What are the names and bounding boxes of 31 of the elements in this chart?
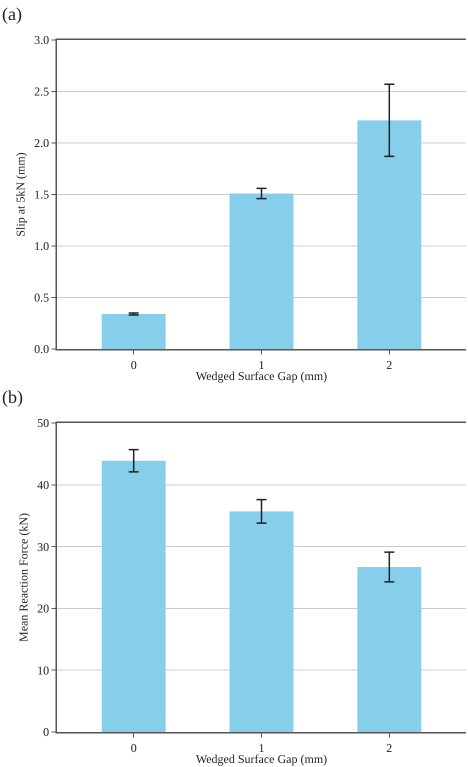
y-tick-label: 3.0 <box>34 33 50 48</box>
y-tick-label: 20 <box>37 602 50 616</box>
y-tick-label: 1.5 <box>34 188 50 202</box>
x-axis-title: Wedged Surface Gap (mm) <box>196 752 328 766</box>
x-tick-label: 1 <box>258 740 264 755</box>
y-tick-label: 1.0 <box>34 239 50 254</box>
x-tick-label: 1 <box>258 358 264 372</box>
y-tick-label: 2.0 <box>34 136 50 150</box>
text: (b) <box>2 387 23 407</box>
bar <box>102 314 166 349</box>
y-tick-label: 50 <box>37 416 50 430</box>
bar <box>230 193 294 349</box>
x-tick-label: 0 <box>130 358 137 372</box>
x-axis-title: Wedged Surface Gap (mm) <box>196 369 328 383</box>
bar <box>102 460 166 732</box>
y-tick-label: 10 <box>37 663 50 678</box>
text: (a) <box>2 4 22 24</box>
y-axis-title: Mean Reaction Force (kN) <box>16 513 31 642</box>
y-tick-label: 0 <box>43 725 50 740</box>
y-tick-label: 30 <box>37 540 50 554</box>
bar <box>230 511 294 732</box>
x-tick-label: 2 <box>386 358 392 372</box>
bar <box>357 566 422 732</box>
y-tick-label: 0.5 <box>34 290 50 305</box>
x-tick-label: 2 <box>386 740 392 755</box>
y-tick-label: 0.0 <box>34 342 50 356</box>
y-axis-title: Slip at 5kN (mm) <box>14 152 28 237</box>
y-tick-label: 2.5 <box>34 84 50 99</box>
y-tick-label: 40 <box>37 478 50 492</box>
bar <box>357 120 422 349</box>
x-tick-label: 0 <box>130 740 137 755</box>
